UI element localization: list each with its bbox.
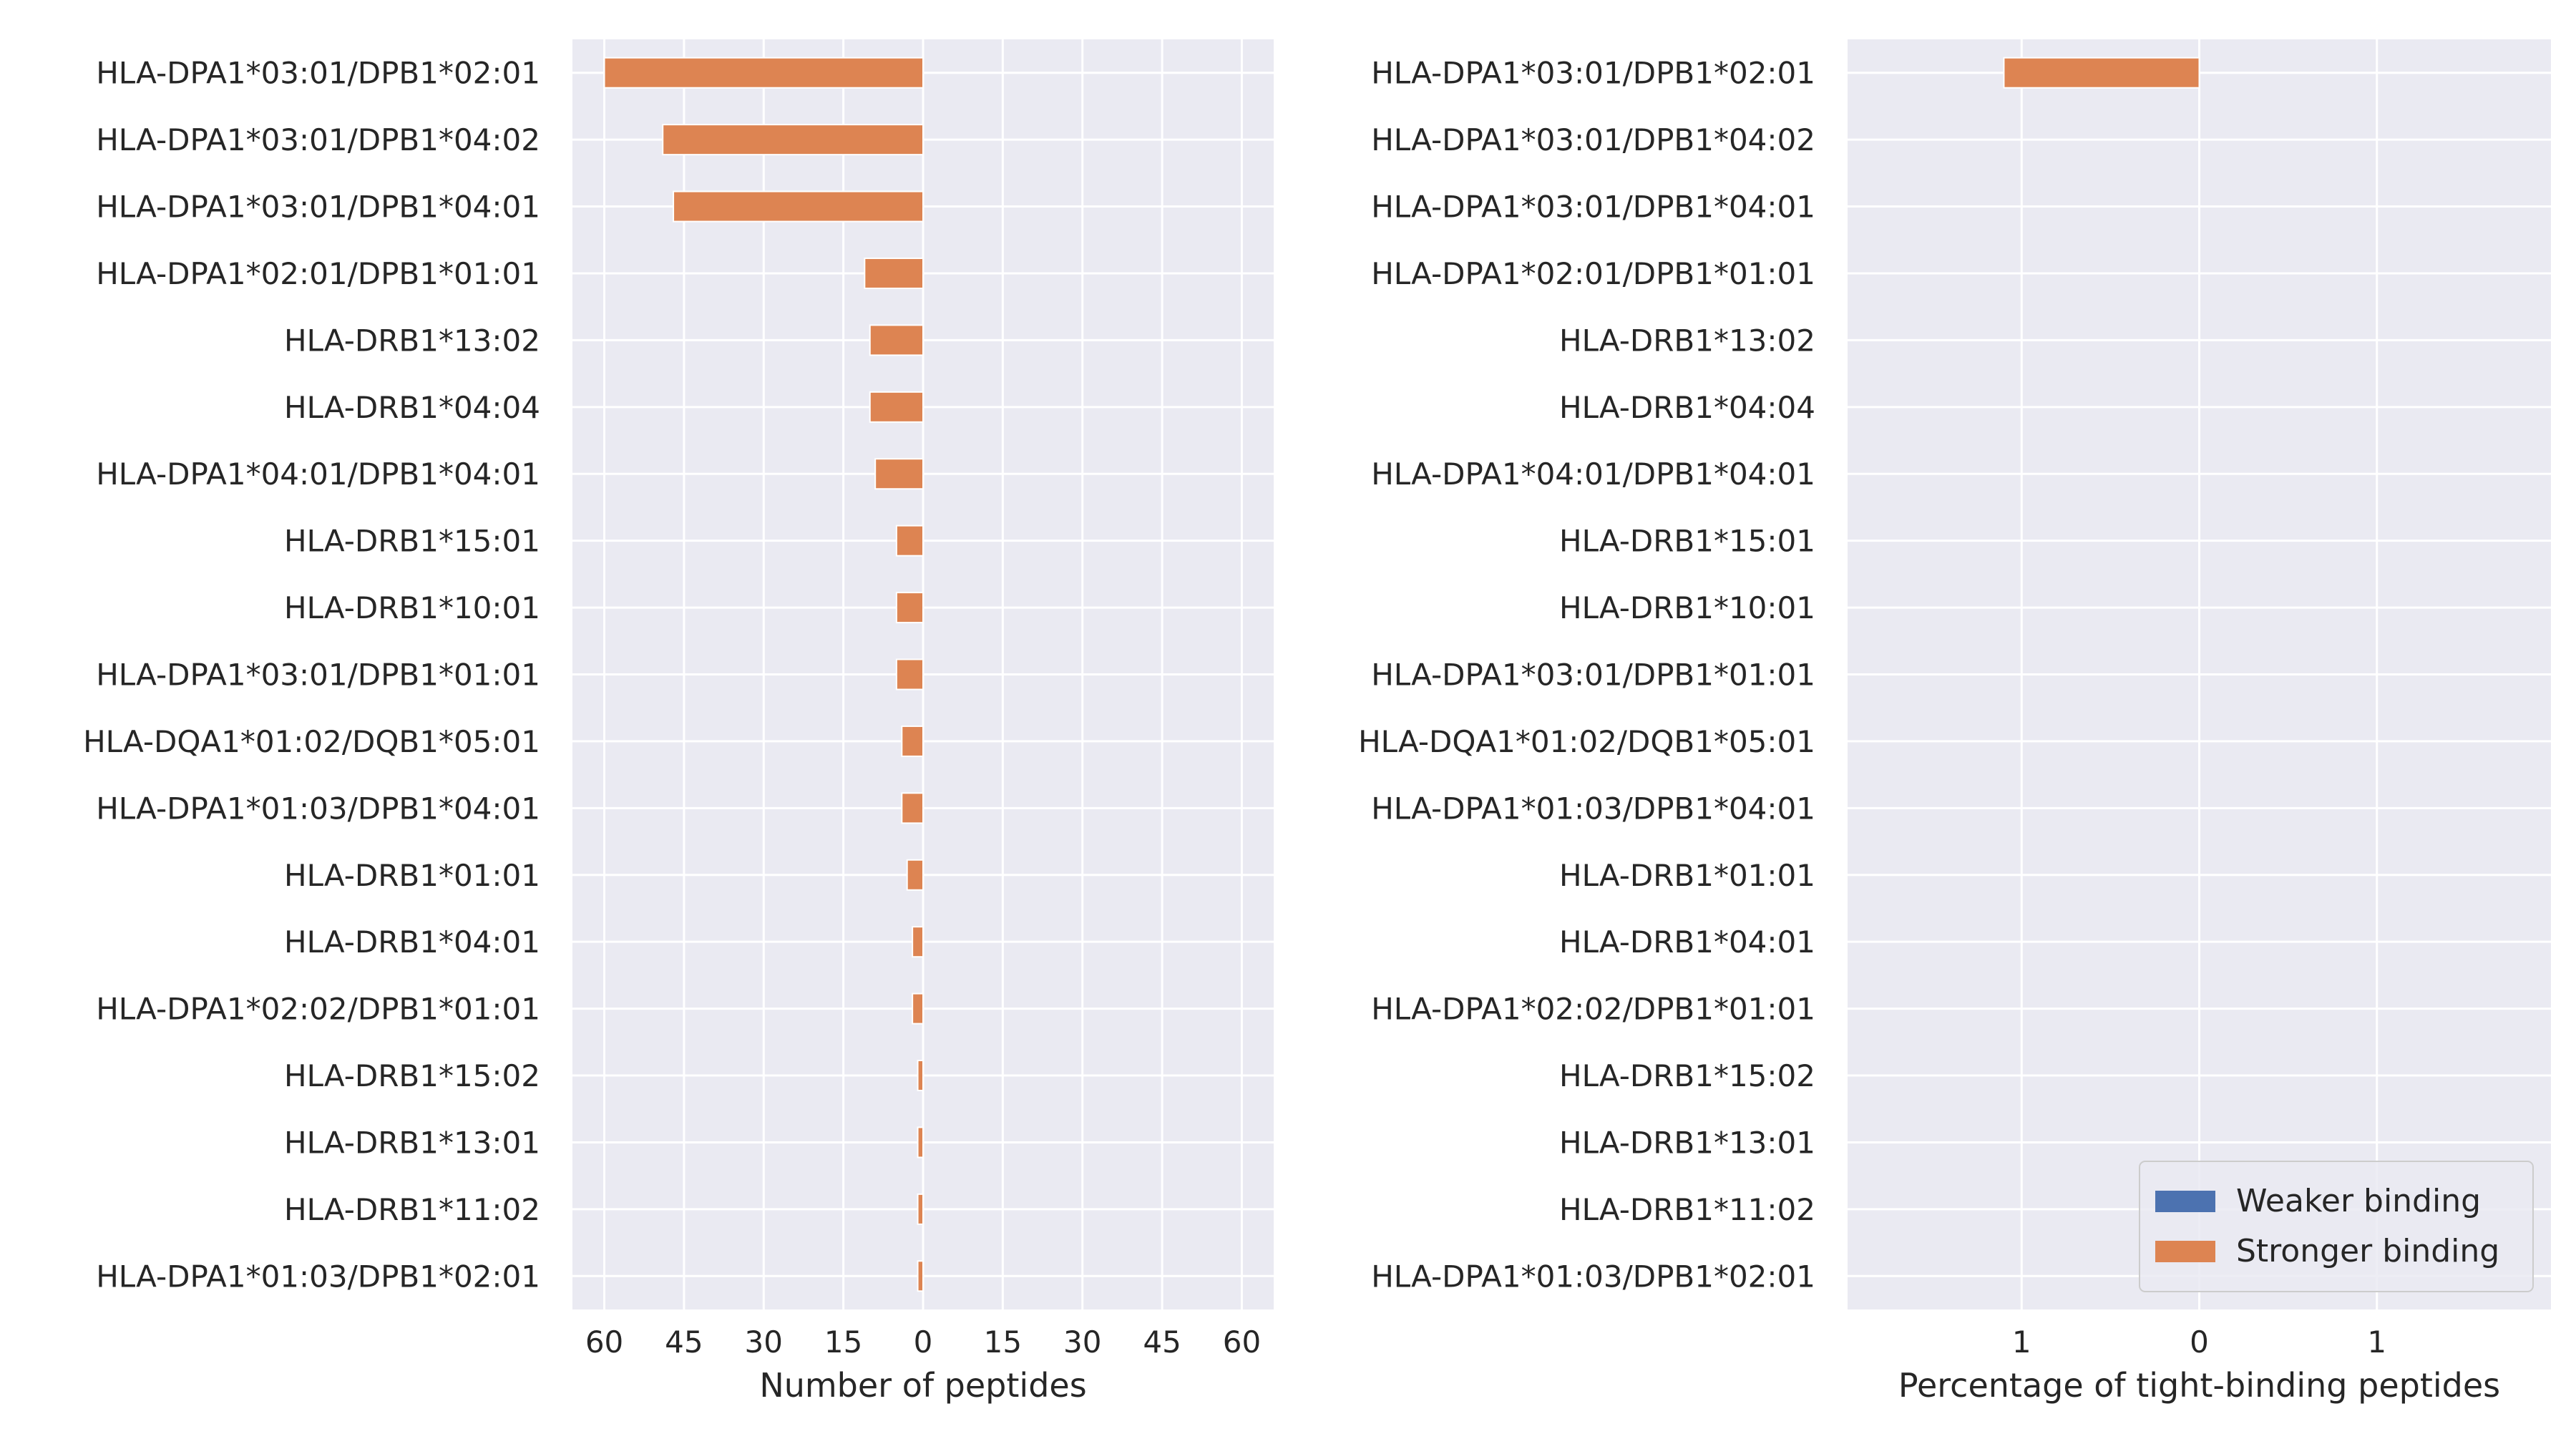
y-tick-label: HLA-DRB1*04:01 [1559, 924, 1815, 960]
y-tick-label: HLA-DRB1*11:02 [284, 1192, 540, 1227]
y-tick-label: HLA-DRB1*01:01 [1559, 858, 1815, 893]
legend-label: Stronger binding [2236, 1233, 2499, 1269]
bar-stronger-binding [2003, 57, 2200, 89]
legend: Weaker binding Stronger binding [2139, 1161, 2534, 1292]
bar-stronger-binding [901, 725, 924, 757]
bar-stronger-binding [662, 124, 924, 156]
x-tick-label: 0 [2190, 1324, 2209, 1360]
y-tick-label: HLA-DRB1*01:01 [284, 858, 540, 893]
y-tick-label: HLA-DRB1*11:02 [1559, 1192, 1815, 1227]
bar-stronger-binding [869, 324, 924, 356]
x-tick-label: 1 [2367, 1324, 2386, 1360]
y-tick-label: HLA-DPA1*02:02/DPB1*01:01 [1371, 992, 1815, 1027]
panel-2: HLA-DPA1*03:01/DPB1*02:01 HLA-DPA1*03:01/… [1358, 39, 2551, 1405]
y-tick-label: HLA-DPA1*02:02/DPB1*01:01 [96, 992, 540, 1027]
bar-stronger-binding [895, 592, 924, 624]
x-tick-label: 60 [1223, 1324, 1261, 1360]
y-tick-label: HLA-DRB1*13:02 [1559, 323, 1815, 358]
panel-1: HLA-DPA1*03:01/DPB1*02:01 HLA-DPA1*03:01/… [83, 39, 1274, 1405]
bar-stronger-binding [917, 1126, 924, 1158]
y-tick-label: HLA-DPA1*02:01/DPB1*01:01 [96, 256, 540, 291]
y-tick-label: HLA-DPA1*01:03/DPB1*02:01 [1371, 1259, 1815, 1294]
bar-stronger-binding [912, 926, 924, 958]
y-tick-label: HLA-DPA1*03:01/DPB1*04:01 [1371, 190, 1815, 225]
x-tick-label: 15 [984, 1324, 1022, 1360]
y-tick-label: HLA-DRB1*15:02 [284, 1058, 540, 1093]
y-tick-label: HLA-DPA1*01:03/DPB1*04:01 [1371, 791, 1815, 826]
y-tick-label: HLA-DPA1*03:01/DPB1*04:02 [1371, 122, 1815, 157]
x-tick-label: 15 [824, 1324, 862, 1360]
y-tick-label: HLA-DRB1*15:01 [1559, 524, 1815, 559]
bar-stronger-binding [917, 1260, 924, 1292]
x-tick-label: 0 [914, 1324, 933, 1360]
y-tick-label: HLA-DPA1*04:01/DPB1*04:01 [96, 457, 540, 492]
bar-stronger-binding [869, 391, 924, 423]
bar-stronger-binding [901, 792, 924, 824]
bar-stronger-binding [895, 658, 924, 691]
y-tick-label: HLA-DRB1*13:02 [284, 323, 540, 358]
legend-swatch [2155, 1241, 2215, 1262]
x-tick-label: 30 [1063, 1324, 1101, 1360]
y-tick-label: HLA-DPA1*04:01/DPB1*04:01 [1371, 457, 1815, 492]
x-axis-label: Percentage of tight-binding peptides [1898, 1366, 2500, 1405]
bar-stronger-binding [917, 1193, 924, 1225]
y-tick-label: HLA-DQA1*01:02/DQB1*05:01 [83, 724, 540, 759]
bar-stronger-binding [917, 1060, 924, 1092]
y-tick-label: HLA-DRB1*15:02 [1559, 1058, 1815, 1093]
y-tick-label: HLA-DRB1*13:01 [1559, 1125, 1815, 1160]
x-tick-label: 60 [585, 1324, 623, 1360]
bar-stronger-binding [864, 257, 924, 289]
y-tick-label: HLA-DPA1*03:01/DPB1*01:01 [1371, 658, 1815, 693]
bar-stronger-binding [906, 859, 924, 891]
y-tick-label: HLA-DRB1*04:04 [284, 390, 540, 425]
bar-stronger-binding [673, 190, 924, 223]
bar-stronger-binding [912, 992, 924, 1025]
y-tick-label: HLA-DPA1*03:01/DPB1*04:01 [96, 190, 540, 225]
x-tick-label: 1 [2012, 1324, 2031, 1360]
x-axis-label: Number of peptides [759, 1366, 1086, 1405]
bar-stronger-binding [895, 525, 924, 557]
y-tick-label: HLA-DPA1*03:01/DPB1*02:01 [1371, 56, 1815, 91]
y-tick-label: HLA-DRB1*10:01 [1559, 590, 1815, 625]
y-tick-label: HLA-DRB1*04:04 [1559, 390, 1815, 425]
legend-label: Weaker binding [2236, 1183, 2481, 1219]
y-tick-label: HLA-DPA1*02:01/DPB1*01:01 [1371, 256, 1815, 291]
y-tick-label: HLA-DPA1*03:01/DPB1*02:01 [96, 56, 540, 91]
y-tick-label: HLA-DRB1*04:01 [284, 924, 540, 960]
legend-swatch [2155, 1191, 2215, 1212]
x-tick-label: 30 [745, 1324, 783, 1360]
bar-stronger-binding [874, 458, 924, 490]
y-tick-label: HLA-DPA1*01:03/DPB1*02:01 [96, 1259, 540, 1294]
bar-stronger-binding [603, 57, 924, 89]
x-tick-label: 45 [665, 1324, 703, 1360]
y-tick-label: HLA-DRB1*13:01 [284, 1125, 540, 1160]
x-tick-label: 45 [1143, 1324, 1181, 1360]
y-tick-label: HLA-DPA1*03:01/DPB1*04:02 [96, 122, 540, 157]
y-tick-label: HLA-DRB1*15:01 [284, 524, 540, 559]
y-tick-label: HLA-DPA1*03:01/DPB1*01:01 [96, 658, 540, 693]
y-tick-label: HLA-DPA1*01:03/DPB1*04:01 [96, 791, 540, 826]
legend-box [2139, 1161, 2534, 1292]
y-tick-label: HLA-DRB1*10:01 [284, 590, 540, 625]
y-tick-label: HLA-DQA1*01:02/DQB1*05:01 [1358, 724, 1815, 759]
